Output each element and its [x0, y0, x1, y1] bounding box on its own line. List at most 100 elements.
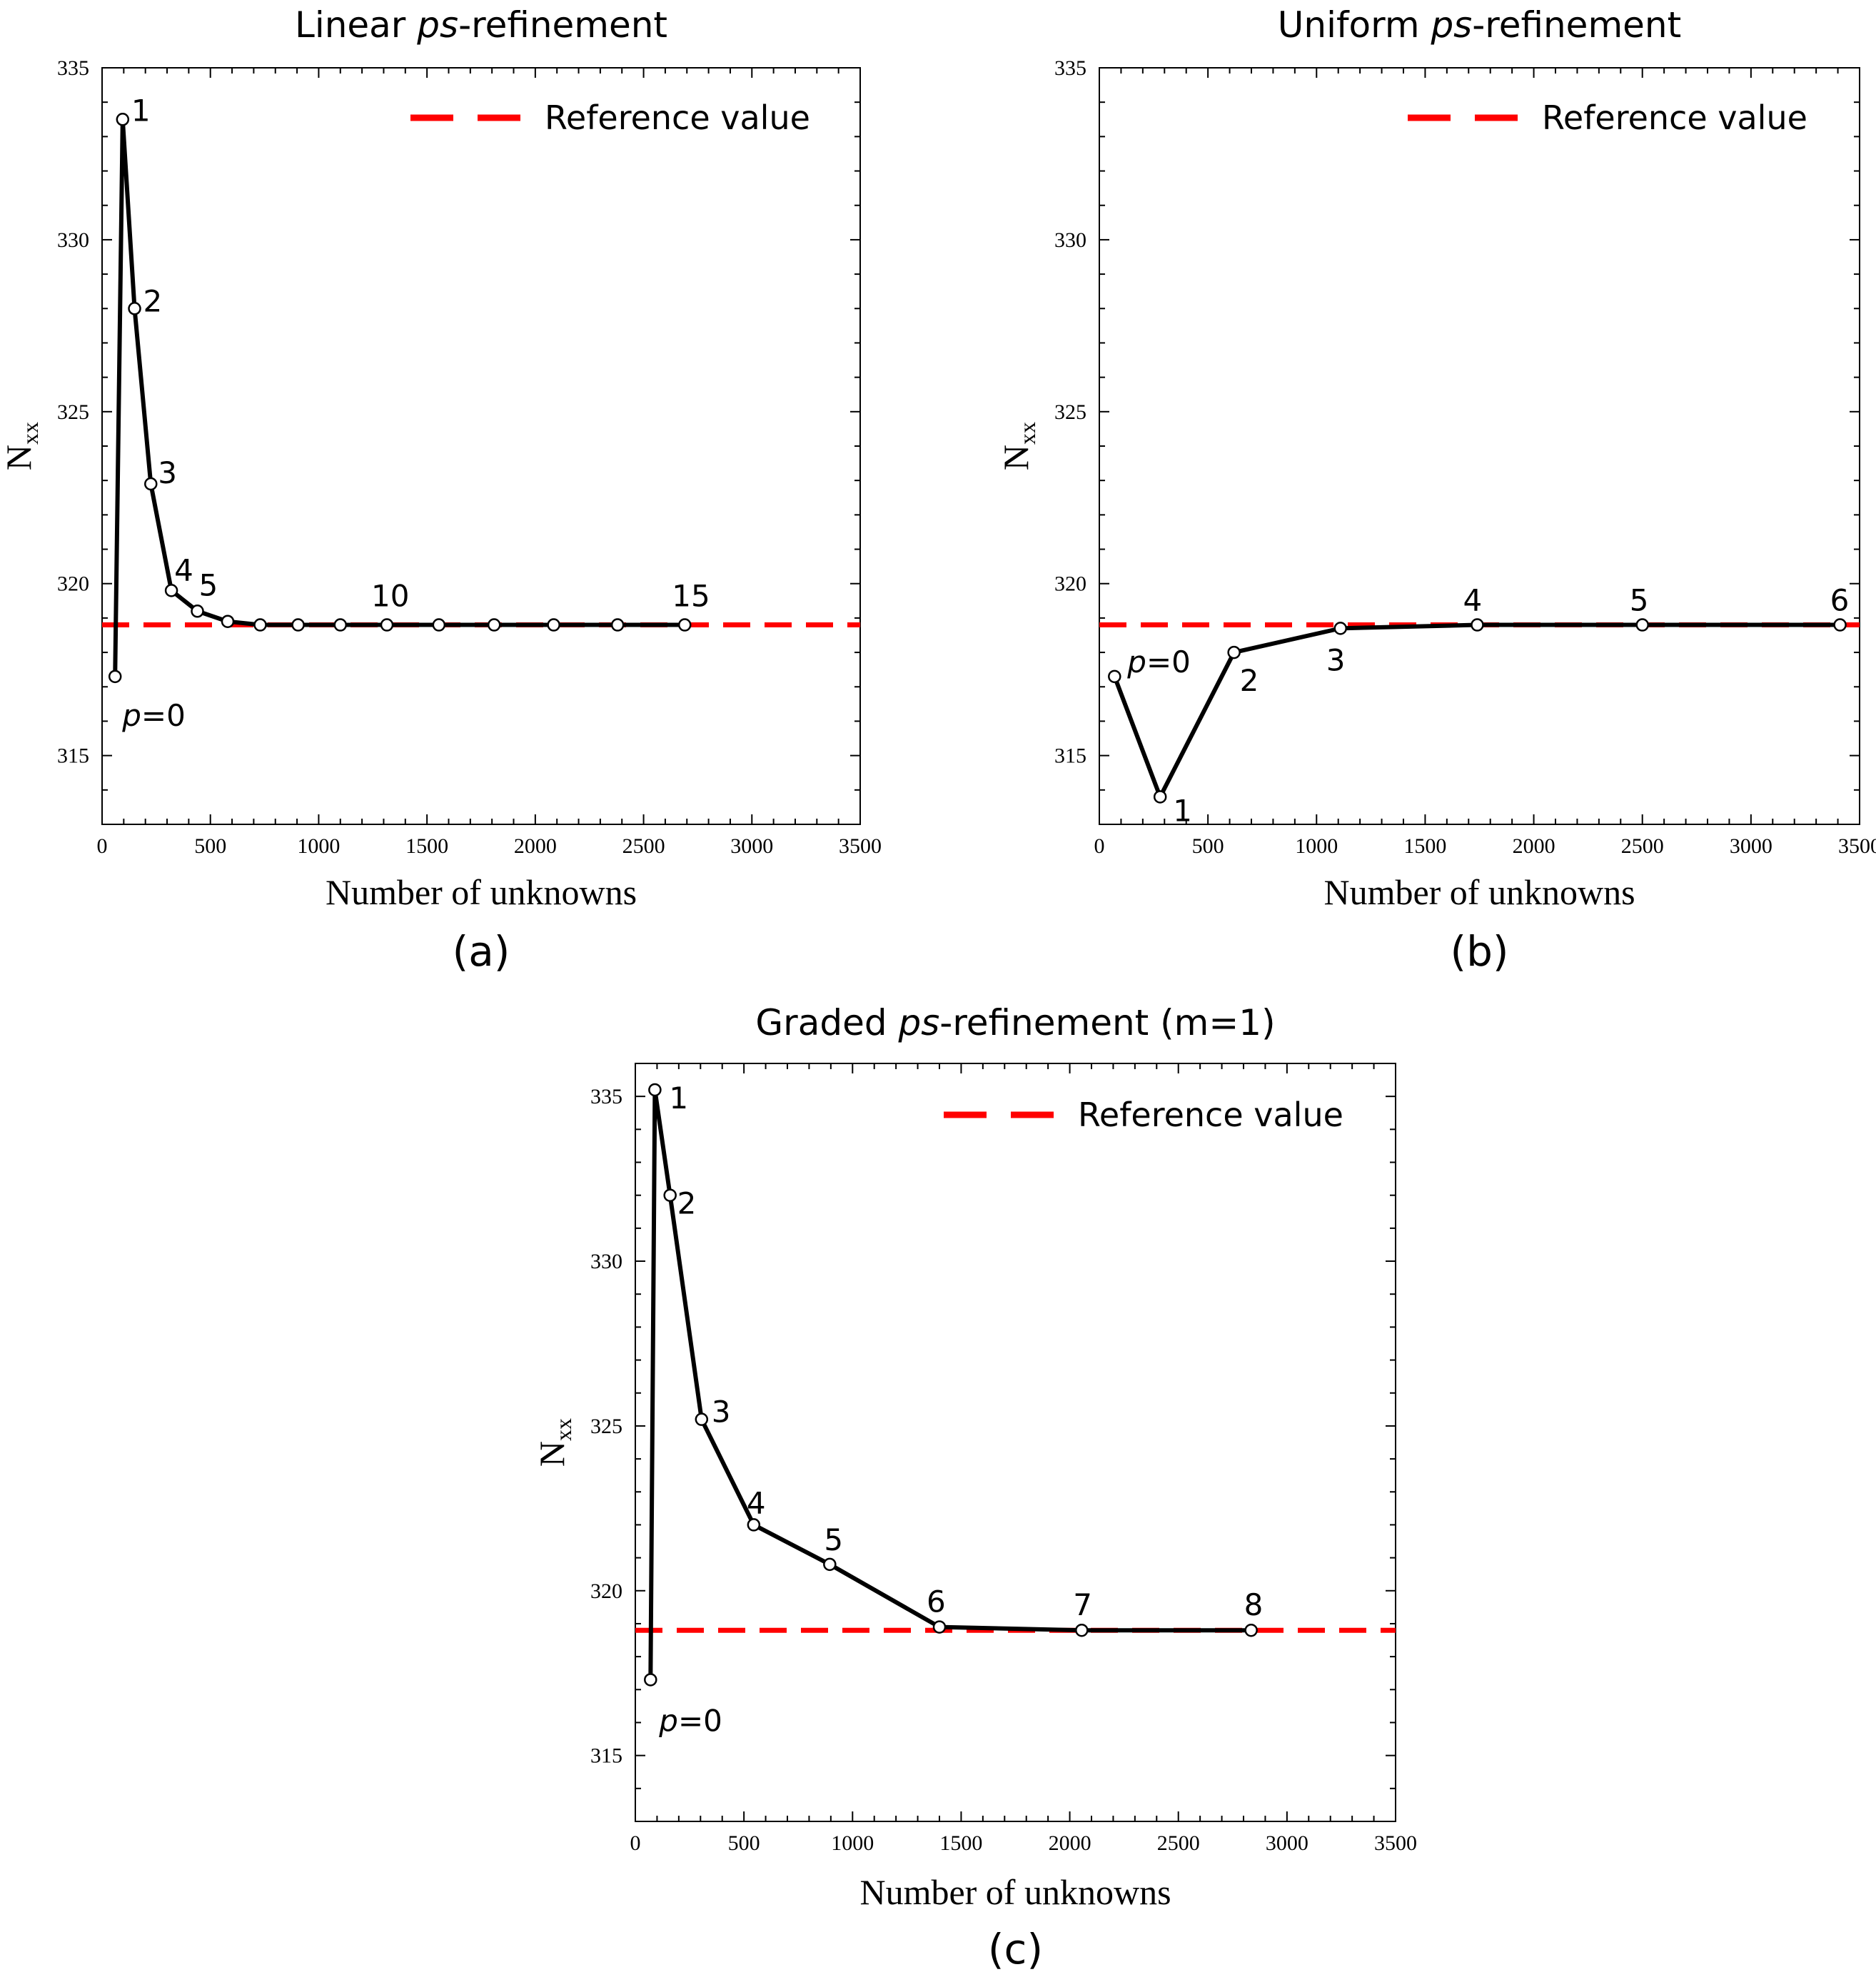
y-axis-label-main: N: [0, 445, 39, 470]
point-label: 2: [143, 283, 163, 318]
y-tick-label: 335: [57, 56, 89, 80]
point-label: 1: [669, 1081, 688, 1116]
data-point: [333, 618, 348, 632]
x-tick-label: 500: [1192, 834, 1224, 858]
chart-title: Linear ps-refinement: [295, 4, 667, 46]
data-point: [1635, 618, 1649, 632]
point-label: 4: [747, 1485, 766, 1520]
point-label-text: =0: [141, 698, 186, 733]
y-axis-label-sub: xx: [17, 422, 43, 445]
y-tick-label: 320: [57, 572, 89, 596]
data-point: [380, 618, 394, 632]
point-label: p=0: [1126, 644, 1191, 679]
x-tick-label: 3000: [730, 834, 773, 858]
data-point: [116, 113, 130, 126]
y-axis-label-sub: xx: [1014, 422, 1040, 445]
point-label: 1: [131, 93, 151, 128]
series-line: [1112, 622, 1840, 799]
x-tick-label: 1000: [831, 1831, 874, 1855]
data-point: [677, 618, 692, 632]
y-axis-label: Nxx: [0, 422, 43, 470]
panel-caption: (b): [1450, 927, 1508, 976]
y-axis-label-main: N: [996, 445, 1036, 470]
data-point: [695, 1412, 709, 1426]
y-tick-label: 315: [590, 1744, 622, 1768]
point-label: 6: [1830, 583, 1850, 618]
data-point: [144, 477, 158, 491]
x-tick-label: 2500: [622, 834, 665, 858]
chart-title: Uniform ps-refinement: [1278, 4, 1681, 46]
x-axis-label: Number of unknowns: [326, 872, 637, 912]
data-point: [253, 618, 267, 632]
y-tick-label: 315: [57, 744, 89, 768]
point-label: 1: [1173, 793, 1192, 828]
x-axis-label: Number of unknowns: [859, 1872, 1171, 1912]
y-axis-label-main: N: [532, 1441, 572, 1467]
x-tick-label: 2500: [1621, 834, 1664, 858]
chart-b: Uniform ps-refinement 0 500 1000 1500 2000 250…: [996, 4, 1876, 976]
data-point: [1833, 618, 1847, 632]
data-point: [1153, 790, 1167, 804]
point-label: 10: [371, 579, 409, 614]
x-tick-label: 2000: [1513, 834, 1555, 858]
data-point: [487, 618, 501, 632]
point-label: 3: [712, 1395, 731, 1430]
x-tick-label: 500: [194, 834, 226, 858]
point-label: 2: [1240, 663, 1259, 698]
chart-a: Linear ps-refinement 0 500 1000 1500 2000 2500…: [0, 4, 882, 976]
data-point: [108, 669, 122, 684]
x-tick-label: 1000: [297, 834, 340, 858]
y-tick-label: 325: [590, 1415, 622, 1438]
x-tick-label: 500: [728, 1831, 760, 1855]
data-point: [932, 1620, 947, 1634]
y-tick-label: 320: [590, 1579, 622, 1603]
legend-text: Reference value: [1078, 1096, 1343, 1134]
chart-c: Graded ps-refinement (m=1) 0 500 1000 1500 20…: [532, 1002, 1417, 1973]
data-point: [1108, 669, 1121, 684]
x-tick-label: 0: [630, 1831, 641, 1855]
y-tick-label: 330: [57, 228, 89, 252]
point-label: 2: [677, 1186, 697, 1221]
data-point: [1471, 618, 1484, 632]
title-text: -refinement: [458, 4, 667, 46]
point-label: 15: [672, 579, 710, 614]
data-point: [1227, 645, 1241, 659]
x-tick-label: 3500: [839, 834, 882, 858]
panel-caption: (a): [453, 927, 510, 976]
x-tick-label: 0: [97, 834, 108, 858]
data-point: [1333, 622, 1348, 635]
x-tick-label: 2000: [514, 834, 557, 858]
y-axis-label: Nxx: [996, 422, 1040, 470]
x-tick-label: 2500: [1157, 1831, 1200, 1855]
y-tick-label: 335: [1054, 56, 1086, 80]
title-text: Graded: [755, 1002, 898, 1043]
data-point: [644, 1673, 657, 1687]
data-point: [191, 605, 204, 618]
title-text: Uniform: [1278, 4, 1431, 46]
y-tick-label: 330: [590, 1250, 622, 1273]
data-point: [610, 618, 625, 632]
point-label: 5: [824, 1522, 843, 1557]
data-point: [823, 1557, 837, 1572]
plot-frame: [101, 67, 861, 825]
point-label-text: =0: [678, 1703, 722, 1738]
point-label-italic: p: [658, 1703, 678, 1738]
x-tick-label: 0: [1094, 834, 1105, 858]
title-italic: ps: [416, 4, 458, 46]
point-label: p=0: [121, 698, 186, 733]
point-label-italic: p: [1126, 644, 1146, 679]
data-point: [432, 618, 446, 632]
x-tick-label: 1500: [939, 1831, 982, 1855]
x-tick-label: 3500: [1374, 1831, 1417, 1855]
legend-text: Reference value: [1542, 98, 1807, 137]
data-point: [547, 618, 560, 632]
x-axis-label: Number of unknowns: [1323, 872, 1635, 912]
title-text: -refinement (m=1): [939, 1002, 1275, 1043]
point-label: 4: [174, 552, 193, 587]
data-point: [1244, 1623, 1258, 1637]
point-label: 3: [158, 455, 177, 490]
data-point: [1075, 1623, 1089, 1637]
data-point: [291, 618, 305, 632]
data-point: [164, 584, 178, 597]
